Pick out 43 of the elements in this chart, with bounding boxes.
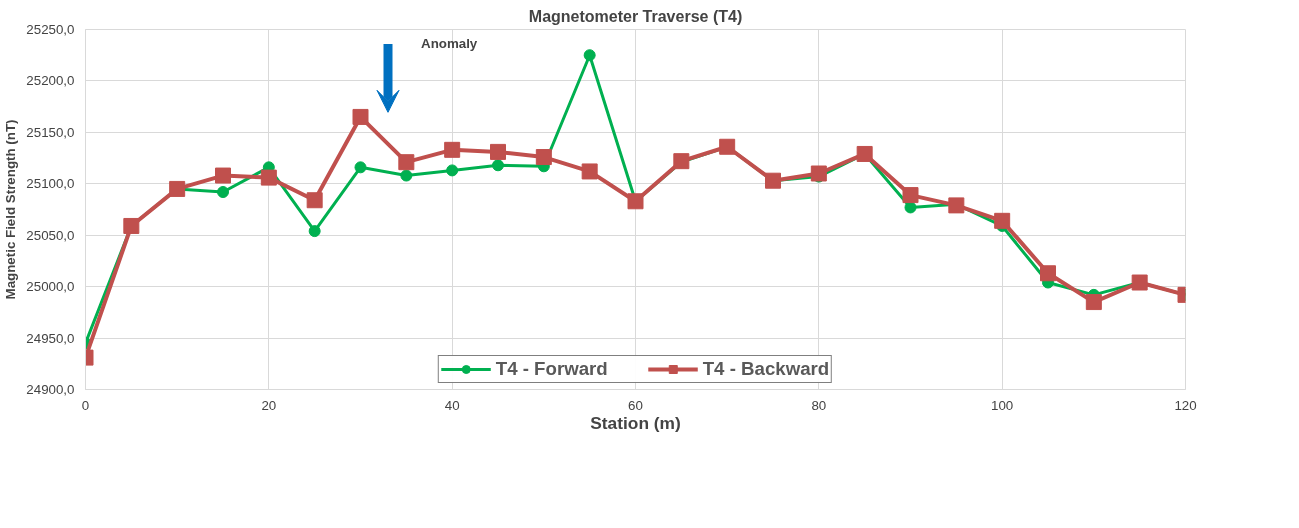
point xyxy=(446,164,459,177)
point xyxy=(306,192,323,209)
y-tick-label: 24950,0 xyxy=(26,330,75,346)
point xyxy=(400,169,413,182)
chart-title: Magnetometer Traverse (T4) xyxy=(528,7,743,25)
x-tick-label: 20 xyxy=(261,397,277,413)
x-tick-label: 0 xyxy=(81,397,90,413)
legend-label: T4 - Backward xyxy=(702,358,830,380)
point xyxy=(217,186,229,198)
annotation: Anomaly xyxy=(421,36,478,52)
point xyxy=(444,141,461,158)
x-axis-title: Station (m) xyxy=(590,412,681,433)
point xyxy=(904,201,917,214)
y-tick-label: 25200,0 xyxy=(26,73,75,89)
y-tick-label: 25100,0 xyxy=(26,176,75,192)
point xyxy=(810,165,827,182)
legend-label: T4 - Forward xyxy=(495,358,608,380)
y-axis-title: Magnetic Field Strength (nT) xyxy=(3,119,19,300)
point xyxy=(535,149,552,166)
point xyxy=(354,161,367,174)
point xyxy=(902,187,919,204)
point xyxy=(492,159,504,172)
point xyxy=(215,167,231,184)
x-tick-label: 40 xyxy=(444,397,460,413)
point xyxy=(994,212,1011,229)
x-tick-label: 60 xyxy=(628,397,643,413)
point xyxy=(583,49,596,62)
point xyxy=(1040,265,1056,282)
y-tick-label: 25150,0 xyxy=(26,124,75,140)
x-tick-label: 120 xyxy=(1174,397,1197,413)
point xyxy=(1085,294,1102,311)
point xyxy=(398,154,415,171)
point xyxy=(308,225,321,238)
y-tick-label: 25000,0 xyxy=(26,279,75,295)
x-tick-label: 80 xyxy=(811,397,827,413)
x-tick-label: 100 xyxy=(991,397,1014,413)
point xyxy=(490,143,506,160)
y-tick-label: 25250,0 xyxy=(26,22,75,37)
y-tick-label: 25050,0 xyxy=(26,227,75,243)
point xyxy=(581,163,598,180)
point xyxy=(352,108,369,125)
point xyxy=(260,169,277,186)
y-tick-label: 24900,0 xyxy=(26,382,75,397)
